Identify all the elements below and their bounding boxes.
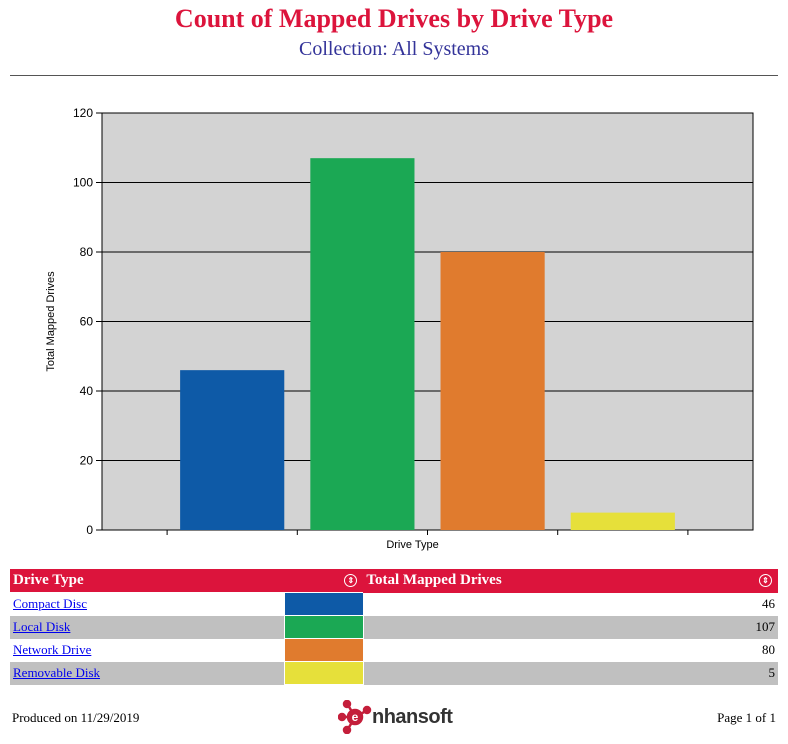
column-header-total[interactable]: Total Mapped Drives ⇕ bbox=[363, 569, 778, 593]
bar-compact-disc bbox=[180, 370, 285, 530]
logo-text: nhansoft bbox=[372, 705, 453, 728]
table-row: Network Drive 80 bbox=[10, 638, 778, 662]
table-row: Removable Disk 5 bbox=[10, 661, 778, 685]
sort-icon[interactable]: ⇕ bbox=[344, 574, 358, 587]
y-tick-label: 60 bbox=[80, 315, 94, 329]
header-divider bbox=[10, 75, 778, 76]
bar-network-drive bbox=[440, 252, 545, 530]
drive-type-link[interactable]: Removable Disk bbox=[13, 665, 101, 680]
y-tick-label: 120 bbox=[73, 106, 93, 120]
y-tick-label: 40 bbox=[80, 384, 94, 398]
y-tick-label: 0 bbox=[86, 523, 93, 537]
color-swatch bbox=[283, 592, 364, 616]
total-value: 80 bbox=[362, 638, 778, 662]
drive-type-link[interactable]: Network Drive bbox=[13, 642, 92, 657]
svg-text:e: e bbox=[352, 710, 359, 724]
color-swatch bbox=[283, 615, 364, 639]
color-swatch bbox=[283, 661, 364, 685]
y-tick-label: 100 bbox=[73, 176, 93, 190]
sort-icon[interactable]: ⇕ bbox=[759, 574, 772, 587]
total-value: 107 bbox=[362, 615, 778, 639]
enhansoft-logo: e nhansoft bbox=[338, 700, 453, 734]
total-value: 5 bbox=[362, 661, 778, 685]
table-row: Compact Disc 46 bbox=[10, 592, 778, 616]
color-swatch bbox=[283, 638, 364, 662]
total-value: 46 bbox=[362, 592, 778, 616]
bar-local-disk bbox=[310, 158, 415, 531]
bar-removable-disk bbox=[570, 512, 675, 530]
y-tick-label: 80 bbox=[80, 245, 94, 259]
bar-chart: 0 20 40 60 80 100 120 Drive Type Total Mapped Dr… bbox=[45, 106, 754, 551]
y-axis-title: Total Mapped Drives bbox=[45, 271, 57, 372]
produced-date: Produced on 11/29/2019 bbox=[12, 710, 140, 725]
column-header-label: Total Mapped Drives bbox=[366, 572, 502, 589]
report-subtitle: Collection: All Systems bbox=[298, 38, 489, 60]
y-tick-label: 20 bbox=[80, 454, 94, 468]
column-header-label: Drive Type bbox=[13, 572, 84, 588]
enhansoft-logo-icon: e bbox=[338, 700, 372, 734]
table-row: Local Disk 107 bbox=[10, 615, 778, 639]
report-title: Count of Mapped Drives by Drive Type bbox=[174, 4, 614, 33]
column-header-drive-type[interactable]: Drive Type ⇕ bbox=[10, 569, 364, 593]
drive-type-link[interactable]: Compact Disc bbox=[13, 596, 88, 611]
x-axis-title: Drive Type bbox=[386, 539, 438, 551]
drive-type-link[interactable]: Local Disk bbox=[13, 619, 71, 634]
data-table: Drive Type ⇕ Total Mapped Drives ⇕ Compa… bbox=[10, 569, 778, 685]
page-number: Page 1 of 1 bbox=[717, 710, 776, 725]
